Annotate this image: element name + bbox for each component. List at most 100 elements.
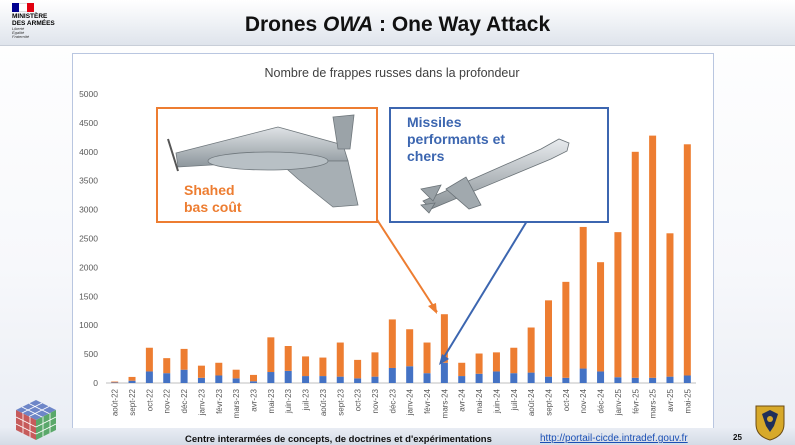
- bar-segment-lower: [440, 362, 448, 383]
- bar-segment-upper: [267, 337, 275, 373]
- x-tick-label: mai-25: [683, 388, 692, 413]
- bar-segment-upper: [250, 374, 257, 382]
- x-tick-label: déc-22: [180, 388, 189, 413]
- x-tick-label: juin-24: [492, 388, 501, 414]
- bar-segment-lower: [163, 373, 171, 383]
- y-tick-label: 5000: [79, 89, 98, 99]
- bar-segment-upper: [492, 352, 500, 372]
- slide-title-italic: OWA: [323, 13, 374, 36]
- y-tick-label: 1000: [79, 320, 98, 330]
- bar-segment-upper: [562, 281, 570, 378]
- bar-segment-lower: [683, 375, 691, 383]
- bar-segment-lower: [562, 377, 570, 383]
- bar-segment-upper: [649, 135, 657, 378]
- x-tick-label: mai-23: [267, 388, 276, 413]
- x-tick-label: mai-24: [475, 388, 484, 413]
- slide-title-rest: : One Way Attack: [373, 13, 551, 36]
- bar-segment-upper: [597, 262, 605, 372]
- bar-segment-lower: [232, 378, 240, 383]
- x-tick-label: mars-24: [440, 388, 449, 418]
- bar-segment-upper: [232, 369, 240, 379]
- shahed-callout: Shahed bas coût: [156, 107, 378, 223]
- bar-segment-lower: [180, 369, 188, 383]
- bar-segment-lower: [597, 371, 605, 383]
- x-tick-label: août-22: [111, 388, 120, 416]
- bar-segment-upper: [371, 352, 379, 377]
- bar-segment-upper: [440, 314, 448, 363]
- shahed-label-line-1: Shahed: [184, 182, 235, 198]
- cruise-missile-image: [420, 138, 570, 214]
- bar-segment-lower: [319, 376, 327, 383]
- missile-pointer-arrowhead: [439, 354, 449, 365]
- bar-segment-upper: [197, 365, 205, 378]
- page-number: 25: [733, 433, 742, 442]
- shahed-drone-image: [167, 114, 359, 208]
- x-tick-label: nov-23: [371, 388, 380, 413]
- x-tick-label: mars-23: [232, 388, 241, 418]
- footer-portal-link[interactable]: http://portail-cicde.intradef.gouv.fr: [540, 433, 688, 444]
- bar-segment-lower: [215, 375, 223, 383]
- bar-segment-lower: [492, 371, 500, 383]
- logo-motto-2: Égalité: [12, 30, 25, 36]
- slide-title-main: Drones: [244, 13, 324, 36]
- cicde-emblem-icon: [755, 405, 785, 441]
- callout-pointers: [373, 214, 528, 365]
- bar-segment-upper: [388, 319, 396, 368]
- bar-segment-lower: [666, 376, 674, 383]
- bar-segment-lower: [128, 380, 136, 383]
- bar-segment-upper: [145, 347, 153, 372]
- bar-segment-upper: [527, 327, 535, 373]
- logo-motto-3: Fraternité: [12, 34, 30, 40]
- footer-bar: [0, 428, 795, 445]
- x-tick-label: nov-24: [579, 388, 588, 413]
- x-tick-label: sept-23: [336, 388, 345, 415]
- shahed-pointer-arrowhead: [428, 303, 437, 314]
- bar-series-group: [111, 135, 691, 383]
- y-tick-label: 4500: [79, 118, 98, 128]
- x-tick-label: sept-22: [128, 388, 137, 415]
- x-tick-label: mars-25: [649, 388, 658, 418]
- bar-segment-lower: [302, 376, 310, 383]
- shahed-label-line-2: bas coût: [184, 199, 242, 215]
- bar-segment-upper: [111, 381, 119, 383]
- logo-line-2: DES ARMÉES: [12, 20, 55, 27]
- bar-segment-lower: [284, 370, 292, 383]
- x-tick-label: oct-22: [145, 388, 154, 411]
- y-tick-label: 0: [93, 378, 98, 388]
- bar-segment-lower: [336, 376, 344, 383]
- bar-segment-upper: [284, 346, 292, 371]
- missile-label-line-3: chers: [407, 148, 445, 164]
- bar-segment-upper: [545, 300, 552, 377]
- y-tick-label: 2500: [79, 234, 98, 244]
- chart-title: Nombre de frappes russes dans la profond…: [264, 66, 519, 80]
- x-tick-label: avr-24: [458, 388, 467, 411]
- x-tick-label: janv-23: [197, 388, 206, 416]
- x-axis: août-22 sept-22 oct-22 nov-22 déc-22 janv-23 f…: [111, 388, 693, 418]
- missile-pointer-line: [440, 220, 528, 363]
- slide-title: Drones OWA : One Way Attack: [0, 13, 795, 37]
- y-tick-label: 3000: [79, 205, 98, 215]
- missile-callout: Missiles performants et chers: [389, 107, 609, 223]
- bar-segment-upper: [215, 362, 223, 376]
- x-tick-label: janv-25: [614, 388, 623, 416]
- bar-segment-upper: [336, 342, 344, 377]
- bar-segment-lower: [197, 377, 205, 383]
- x-tick-label: févr-23: [215, 388, 224, 413]
- shahed-pointer-line: [373, 214, 438, 313]
- bar-segment-upper: [163, 358, 171, 374]
- title-bar: [0, 0, 795, 46]
- x-tick-label: févr-25: [631, 388, 640, 413]
- bar-segment-lower: [614, 377, 622, 383]
- bar-segment-upper: [631, 151, 639, 378]
- x-tick-label: août-23: [319, 388, 328, 416]
- logo-line-1: MINISTÈRE: [12, 13, 48, 20]
- bar-segment-upper: [319, 357, 327, 377]
- rubiks-cube-icon: [15, 400, 57, 440]
- bar-segment-lower: [579, 368, 587, 383]
- bar-segment-upper: [666, 233, 674, 377]
- bar-segment-upper: [302, 356, 310, 377]
- missile-label-line-2: performants et: [407, 131, 506, 147]
- y-tick-label: 500: [84, 349, 98, 359]
- bar-segment-lower: [527, 372, 535, 383]
